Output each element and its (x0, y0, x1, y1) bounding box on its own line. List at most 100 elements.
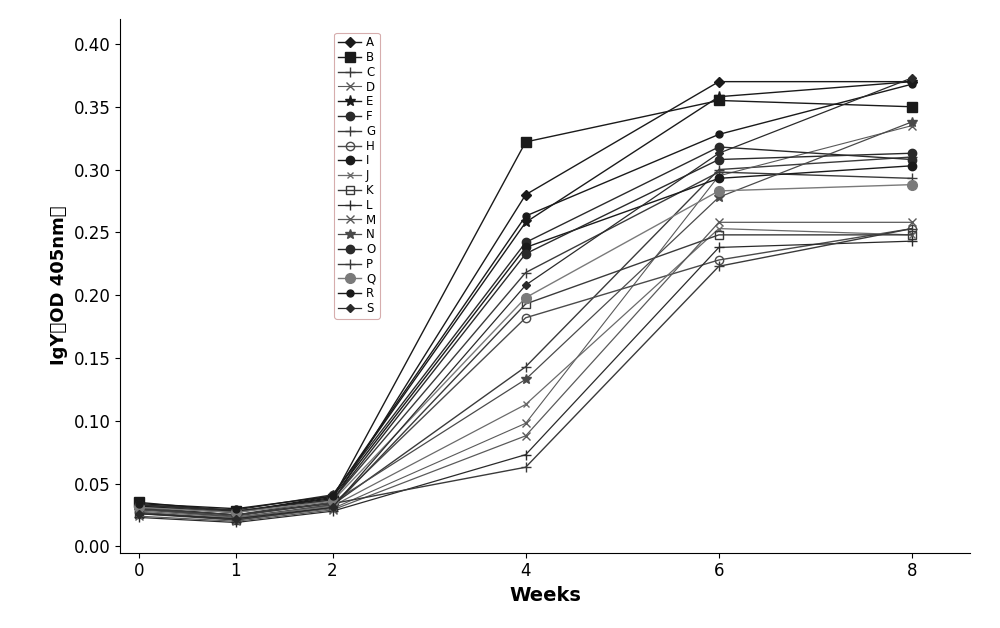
H (520, 314, 532, 322)
Line: I: I (135, 161, 916, 517)
H (133, 509, 145, 516)
M (230, 517, 242, 525)
D (713, 172, 725, 180)
Q (133, 504, 145, 511)
C (133, 505, 145, 512)
B (906, 103, 918, 111)
C (713, 166, 725, 173)
B (520, 138, 532, 146)
D (326, 505, 338, 512)
C (520, 363, 532, 371)
O (133, 501, 145, 509)
S (713, 149, 725, 157)
F (520, 239, 532, 246)
S (906, 74, 918, 82)
Line: F: F (135, 143, 916, 514)
R (230, 505, 242, 512)
I (133, 502, 145, 510)
Line: M: M (135, 218, 916, 526)
R (520, 212, 532, 220)
H (713, 256, 725, 264)
S (133, 510, 145, 517)
L (713, 244, 725, 251)
A (230, 511, 242, 519)
N (230, 512, 242, 520)
Line: E: E (134, 76, 918, 518)
Line: K: K (135, 230, 916, 524)
B (230, 507, 242, 515)
Line: J: J (136, 225, 916, 521)
M (520, 432, 532, 440)
K (230, 516, 242, 524)
G (713, 168, 725, 176)
E (906, 78, 918, 85)
M (133, 512, 145, 520)
D (133, 509, 145, 516)
G (326, 496, 338, 504)
B (713, 97, 725, 104)
Line: H: H (135, 224, 916, 523)
H (230, 515, 242, 522)
P (906, 225, 918, 232)
Q (326, 497, 338, 505)
F (713, 143, 725, 151)
I (326, 494, 338, 501)
Line: N: N (134, 117, 917, 521)
G (906, 175, 918, 182)
P (133, 505, 145, 512)
J (906, 231, 918, 239)
R (326, 492, 338, 500)
R (133, 500, 145, 507)
N (713, 193, 725, 201)
M (326, 506, 338, 514)
L (906, 237, 918, 245)
H (906, 225, 918, 232)
O (520, 250, 532, 257)
Line: R: R (136, 80, 916, 512)
G (520, 269, 532, 276)
E (230, 509, 242, 516)
A (326, 499, 338, 506)
I (713, 175, 725, 182)
L (520, 451, 532, 458)
Q (520, 294, 532, 301)
P (520, 463, 532, 471)
E (133, 502, 145, 510)
Line: P: P (134, 224, 917, 520)
E (326, 492, 338, 500)
F (133, 501, 145, 509)
A (520, 191, 532, 198)
Line: D: D (135, 121, 916, 524)
P (713, 263, 725, 270)
Q (230, 509, 242, 516)
X-axis label: Weeks: Weeks (509, 586, 581, 605)
D (520, 420, 532, 427)
Line: C: C (134, 152, 917, 522)
C (906, 153, 918, 161)
P (326, 500, 338, 507)
B (133, 499, 145, 506)
L (230, 519, 242, 526)
Q (906, 181, 918, 188)
K (133, 510, 145, 517)
K (906, 231, 918, 239)
M (713, 219, 725, 226)
P (230, 511, 242, 519)
G (133, 505, 145, 512)
J (520, 401, 532, 408)
A (133, 504, 145, 511)
I (520, 244, 532, 251)
D (906, 122, 918, 129)
C (326, 501, 338, 509)
K (520, 300, 532, 308)
D (230, 516, 242, 524)
S (326, 504, 338, 511)
Line: L: L (134, 236, 917, 528)
J (230, 514, 242, 521)
I (906, 162, 918, 170)
K (713, 231, 725, 239)
O (713, 156, 725, 163)
F (906, 156, 918, 163)
O (230, 507, 242, 515)
R (906, 80, 918, 88)
